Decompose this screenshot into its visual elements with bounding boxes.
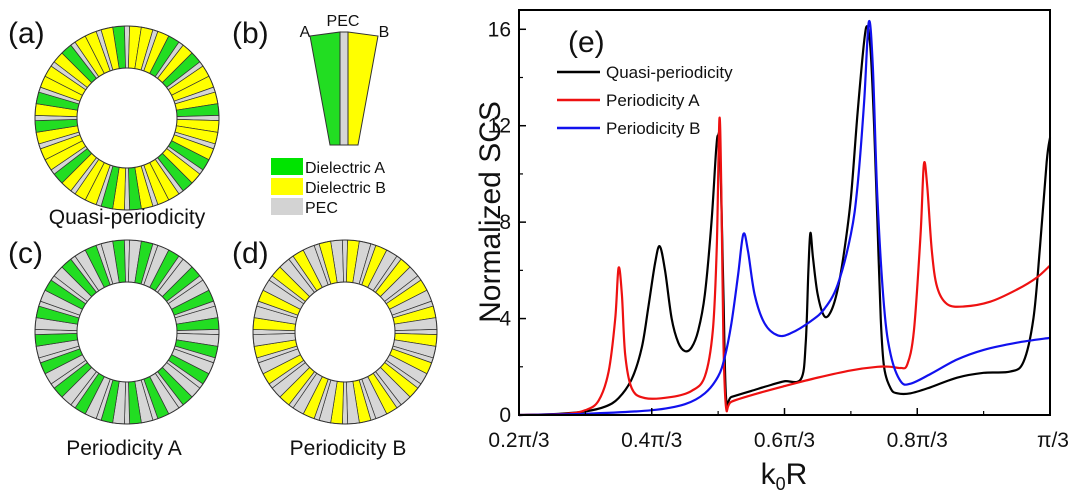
series-line-2 xyxy=(518,116,1051,417)
panel-d-caption: Periodicity B xyxy=(290,437,407,460)
tick-layer: 0.2π/3 0.4π/3 0.6π/3 0.8π/3 π/3 0 4 8 12 16 xyxy=(488,18,1069,452)
x-axis-title-subscript: 0 xyxy=(776,474,786,492)
x-axis-title-r: R xyxy=(786,458,808,491)
ring-outer-edge xyxy=(252,239,438,425)
unit-cell-pec xyxy=(339,31,349,146)
legend-label-dielectric-a: Dielectric A xyxy=(305,160,385,177)
panel-a-letter: (a) xyxy=(8,17,45,50)
y-tick-label: 8 xyxy=(499,211,511,234)
scs-chart: 0.2π/3 0.4π/3 0.6π/3 0.8π/3 π/3 0 4 8 12 16 (e) Q… xyxy=(474,9,1069,492)
legend-label-2: Periodicity A xyxy=(606,91,700,110)
legend-label-dielectric-b: Dielectric B xyxy=(305,180,386,197)
x-axis-title-k: k xyxy=(761,458,777,491)
y-tick-label: 16 xyxy=(488,18,511,41)
chart-legend: Quasi-periodicity Periodicity A Periodicit… xyxy=(557,63,733,138)
x-tick-label: π/3 xyxy=(1037,429,1069,452)
series-line-1 xyxy=(518,25,1052,417)
series-layer xyxy=(518,19,1052,417)
unit-cell-dielectric-b xyxy=(347,31,379,146)
x-tick-label: 0.4π/3 xyxy=(621,429,682,452)
ring-inner-hole xyxy=(76,67,178,169)
series-line-3 xyxy=(518,19,1051,417)
panel-e-letter: (e) xyxy=(568,26,605,59)
panel-c-letter: (c) xyxy=(8,237,43,270)
legend-swatch-pec xyxy=(271,198,303,215)
unit-cell xyxy=(309,31,379,146)
cell-label-b: B xyxy=(379,24,390,41)
panel-c-caption: Periodicity A xyxy=(66,437,182,460)
cell-label-pec: PEC xyxy=(327,13,360,30)
ring-inner-hole xyxy=(294,281,396,383)
ring-quasi-periodicity xyxy=(34,25,220,211)
panel-b-letter: (b) xyxy=(232,17,269,50)
panel-a-caption: Quasi-periodicity xyxy=(49,206,206,229)
y-axis-title: Normalized SCS xyxy=(474,101,507,323)
x-tick-label: 0.6π/3 xyxy=(754,429,815,452)
ring-outer-edge xyxy=(34,25,220,211)
legend-swatch-dielectric-b xyxy=(271,178,303,195)
legend-label-pec: PEC xyxy=(305,200,338,217)
ring-periodicity-a xyxy=(34,239,220,425)
legend-swatch-dielectric-a xyxy=(271,158,303,175)
ring-outer-edge xyxy=(34,239,220,425)
x-tick-label: 0.2π/3 xyxy=(488,429,549,452)
x-axis-title: k0R xyxy=(761,458,808,492)
cell-label-a: A xyxy=(300,24,311,41)
ring-periodicity-b xyxy=(252,239,438,425)
y-tick-label: 0 xyxy=(499,404,511,427)
legend-label-3: Periodicity B xyxy=(606,119,700,138)
unit-cell-dielectric-a xyxy=(309,31,341,146)
panel-d-letter: (d) xyxy=(232,237,269,270)
legend-label-1: Quasi-periodicity xyxy=(606,63,733,82)
ring-inner-hole xyxy=(76,281,178,383)
y-tick-label: 4 xyxy=(499,308,511,331)
y-tick-label: 12 xyxy=(488,115,511,138)
x-tick-label: 0.8π/3 xyxy=(887,429,948,452)
material-legend: Dielectric A Dielectric B PEC xyxy=(271,158,386,217)
